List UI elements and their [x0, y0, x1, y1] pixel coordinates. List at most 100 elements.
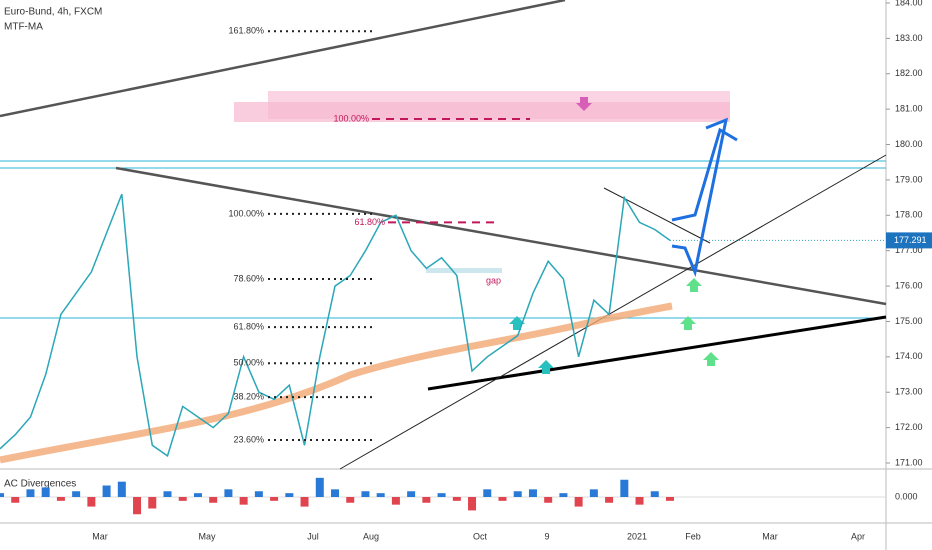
time-label: Mar	[762, 531, 778, 541]
ac-bar	[407, 491, 416, 497]
projection	[671, 117, 738, 278]
ac-bar	[148, 497, 157, 509]
arrow-up	[509, 316, 554, 374]
ac-bar	[620, 479, 629, 497]
trend-line	[0, 0, 566, 118]
ac-bar	[528, 489, 537, 497]
ac-bar	[574, 497, 583, 507]
ac-bar	[300, 497, 309, 507]
ac-bar	[391, 497, 400, 505]
moving-average	[0, 302, 673, 464]
ac-bar	[56, 497, 65, 501]
ac-bar	[605, 497, 614, 503]
ac-title: AC Divergences	[4, 479, 76, 490]
fib-label: 100.00%	[228, 208, 264, 218]
ac-bar	[11, 497, 20, 503]
ac-bar	[589, 489, 598, 497]
fib-label: 50.00%	[233, 358, 264, 368]
price-tick-label: 172.00	[895, 422, 923, 432]
fib-label: 100.00%	[333, 113, 369, 123]
gap-label: gap	[486, 275, 501, 285]
ac-bar	[513, 491, 522, 497]
price-tick-label: 183.00	[895, 33, 923, 43]
symbol-title: Euro-Bund, 4h, FXCM	[4, 7, 102, 18]
ac-bar	[422, 497, 431, 503]
indicator-title: MTF-MA	[4, 22, 43, 33]
ac-bar	[285, 493, 294, 497]
trend-line	[115, 166, 887, 306]
time-label: 9	[544, 531, 549, 541]
fib-label: 161.80%	[228, 26, 264, 36]
ac-bar	[239, 497, 248, 505]
supply-zone	[268, 91, 730, 119]
ac-bar	[635, 497, 644, 505]
ac-bar	[315, 477, 324, 497]
price-tick-label: 180.00	[895, 139, 923, 149]
ac-bar	[650, 491, 659, 497]
time-label: Mar	[92, 531, 108, 541]
price-tick-label: 175.00	[895, 316, 923, 326]
ac-bar	[0, 493, 4, 497]
ac-bar	[468, 497, 477, 511]
fib-label: 61.80%	[354, 217, 385, 227]
ac-bar	[437, 493, 446, 497]
time-label: Aug	[363, 531, 379, 541]
arrow-down	[576, 97, 592, 111]
ac-bar	[178, 497, 187, 501]
ac-bar	[559, 493, 568, 497]
ac-bar	[483, 489, 492, 497]
ac-bar	[117, 481, 126, 497]
ac-bar	[544, 497, 553, 503]
time-label: Oct	[473, 531, 488, 541]
price-tick-label: 171.00	[895, 457, 923, 467]
ac-bar	[102, 485, 111, 497]
ac-bar	[41, 487, 50, 497]
price-tick-label: 182.00	[895, 68, 923, 78]
price-tick-label: 174.00	[895, 351, 923, 361]
trend-line	[339, 154, 887, 470]
arrow-up	[680, 278, 719, 366]
fib-label: 38.20%	[233, 392, 264, 402]
price-tick-label: 176.00	[895, 280, 923, 290]
trend-line	[603, 187, 711, 244]
ac-bar	[26, 489, 35, 497]
time-label: Apr	[851, 531, 865, 541]
ac-bar	[193, 493, 202, 497]
last-price-label: 177.291	[894, 235, 927, 245]
fib-label: 78.60%	[233, 273, 264, 283]
trend-line	[427, 315, 887, 391]
ac-bar	[376, 493, 385, 497]
price-tick-label: 179.00	[895, 174, 923, 184]
ac-bar	[224, 489, 233, 497]
gap-zone	[426, 268, 502, 273]
ac-bar	[270, 497, 279, 501]
ac-bar	[452, 497, 461, 501]
fib-label: 23.60%	[233, 434, 264, 444]
fib-label: 61.80%	[233, 321, 264, 331]
time-label: May	[198, 531, 216, 541]
ac-bar	[498, 497, 507, 501]
ac-bar	[666, 497, 674, 501]
ac-bar	[209, 497, 218, 503]
ac-bar	[72, 491, 81, 497]
time-label: Feb	[685, 531, 701, 541]
ac-bar	[331, 489, 339, 497]
time-label: Jul	[307, 531, 319, 541]
ac-bar	[346, 497, 355, 503]
price-tick-label: 181.00	[895, 104, 923, 114]
time-label: 2021	[627, 531, 647, 541]
price-line	[0, 193, 671, 458]
price-tick-label: 177.00	[895, 245, 923, 255]
price-tick-label: 178.00	[895, 210, 923, 220]
ac-bar	[361, 491, 370, 497]
price-tick-label: 173.00	[895, 387, 923, 397]
ac-tick-label: 0.000	[895, 491, 918, 501]
ac-bar	[87, 497, 96, 507]
price-tick-label: 184.00	[895, 0, 923, 7]
ac-bar	[163, 491, 172, 497]
ac-bar	[133, 497, 142, 515]
ac-bar	[254, 491, 263, 497]
last-price-badge	[886, 232, 932, 249]
